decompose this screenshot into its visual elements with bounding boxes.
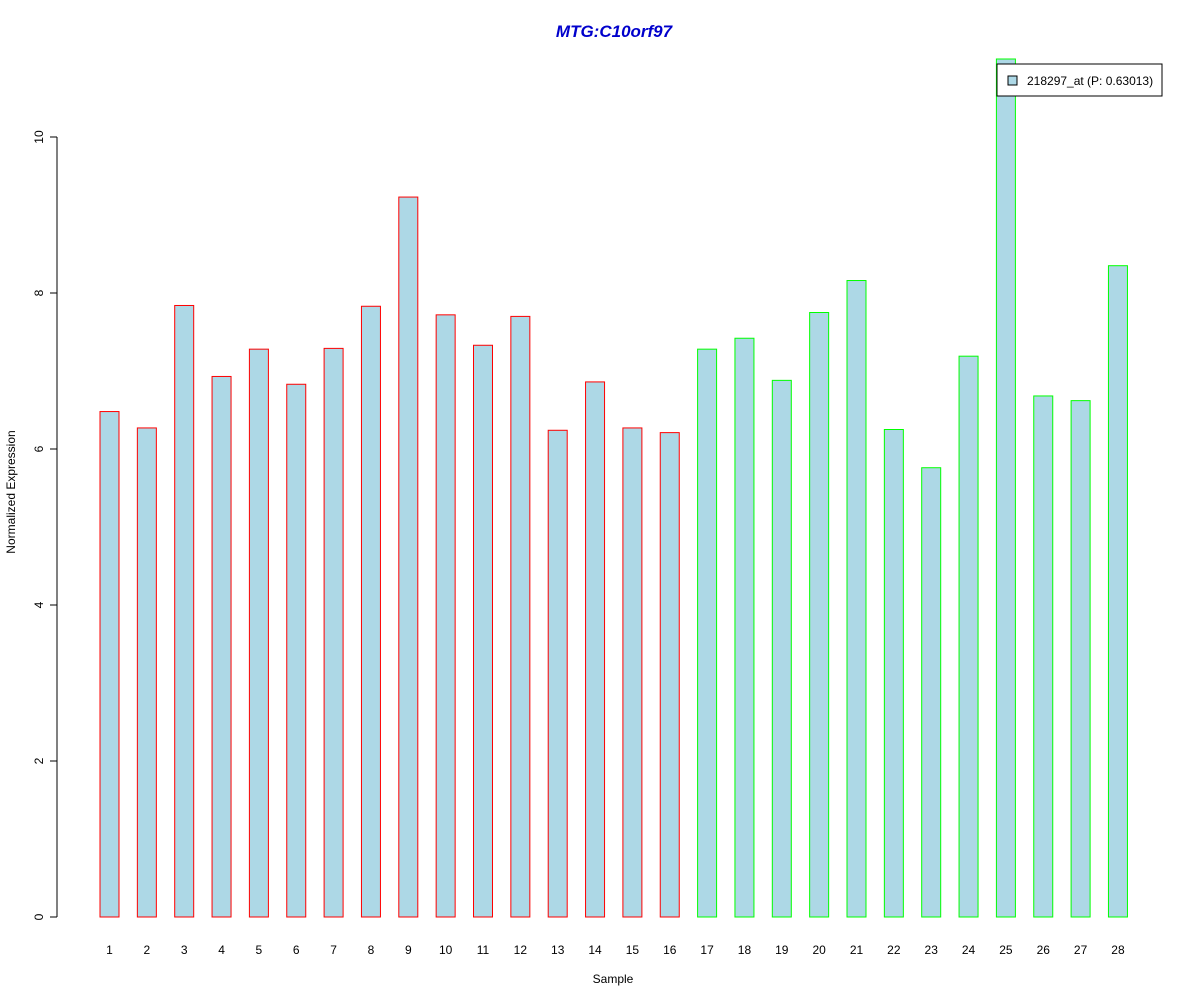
bar-sample-15: [622, 427, 643, 918]
x-tick-label: 7: [330, 943, 337, 957]
bar-sample-24: [958, 355, 979, 918]
x-tick-label: 2: [144, 943, 151, 957]
y-tick-label: 10: [32, 130, 46, 144]
y-tick-label: 0: [32, 913, 46, 920]
bar-sample-1: [99, 411, 120, 918]
x-tick-label: 25: [999, 943, 1013, 957]
y-axis-label: Normalized Expression: [4, 430, 18, 553]
x-tick-label: 6: [293, 943, 300, 957]
bar-sample-12: [510, 315, 531, 918]
x-tick-label: 4: [218, 943, 225, 957]
x-axis-label: Sample: [593, 972, 634, 986]
x-tick-label: 18: [738, 943, 752, 957]
x-tick-label: 8: [368, 943, 375, 957]
bar-sample-2: [136, 427, 157, 918]
x-tick-label: 19: [775, 943, 789, 957]
x-tick-label: 1: [106, 943, 113, 957]
y-tick-label: 8: [32, 289, 46, 296]
chart-title: MTG:C10orf97: [556, 22, 674, 41]
x-tick-label: 22: [887, 943, 901, 957]
x-tick-label: 10: [439, 943, 453, 957]
bar-sample-5: [248, 348, 269, 918]
bar-sample-16: [659, 432, 680, 918]
legend-label: 218297_at (P: 0.63013): [1027, 74, 1153, 88]
bar-sample-22: [883, 429, 904, 918]
legend: 218297_at (P: 0.63013): [996, 63, 1163, 97]
bar-sample-8: [360, 305, 381, 918]
bars: [99, 58, 1128, 918]
legend-swatch: [1007, 75, 1018, 86]
bar-sample-10: [435, 314, 456, 918]
bar-sample-21: [846, 280, 867, 918]
x-tick-label: 5: [256, 943, 263, 957]
x-tick-label: 15: [626, 943, 640, 957]
bar-sample-7: [323, 347, 344, 918]
legend-box: [996, 63, 1163, 97]
bar-sample-25: [995, 58, 1016, 918]
bar-sample-26: [1033, 395, 1054, 918]
bar-sample-18: [734, 337, 755, 918]
y-tick-label: 6: [32, 445, 46, 452]
bar-sample-17: [697, 348, 718, 918]
bar-sample-6: [286, 383, 307, 918]
bar-sample-27: [1070, 400, 1091, 918]
bar-sample-13: [547, 429, 568, 918]
x-tick-label: 14: [588, 943, 602, 957]
bar-sample-3: [174, 304, 195, 918]
x-tick-label: 26: [1037, 943, 1051, 957]
x-tick-label: 9: [405, 943, 412, 957]
bar-sample-20: [809, 312, 830, 918]
x-tick-label: 27: [1074, 943, 1088, 957]
x-tick-label: 17: [700, 943, 714, 957]
bar-sample-28: [1107, 265, 1128, 918]
x-tick-label: 21: [850, 943, 864, 957]
x-tick-label: 13: [551, 943, 565, 957]
bar-sample-11: [473, 344, 493, 918]
x-tick-label: 11: [477, 943, 490, 957]
bar-sample-14: [585, 381, 606, 918]
bar-sample-4: [211, 375, 232, 918]
bar-sample-9: [398, 196, 419, 918]
y-axis: 0 2 4 6 8 10: [32, 130, 58, 920]
x-tick-label: 24: [962, 943, 976, 957]
x-tick-label: 20: [812, 943, 826, 957]
x-tick-labels: 1 2 3 4 5 6 7 8 9 10 11 12 13 14 15 16 17 18 19 20 21 22 23 24 2…: [106, 943, 1125, 957]
y-tick-label: 2: [32, 757, 46, 764]
x-tick-label: 3: [181, 943, 188, 957]
bar-sample-19: [771, 379, 792, 918]
x-tick-label: 16: [663, 943, 677, 957]
x-tick-label: 23: [925, 943, 939, 957]
bar-sample-23: [921, 467, 942, 918]
x-tick-label: 12: [514, 943, 528, 957]
y-tick-label: 4: [32, 601, 46, 608]
x-tick-label: 28: [1111, 943, 1125, 957]
